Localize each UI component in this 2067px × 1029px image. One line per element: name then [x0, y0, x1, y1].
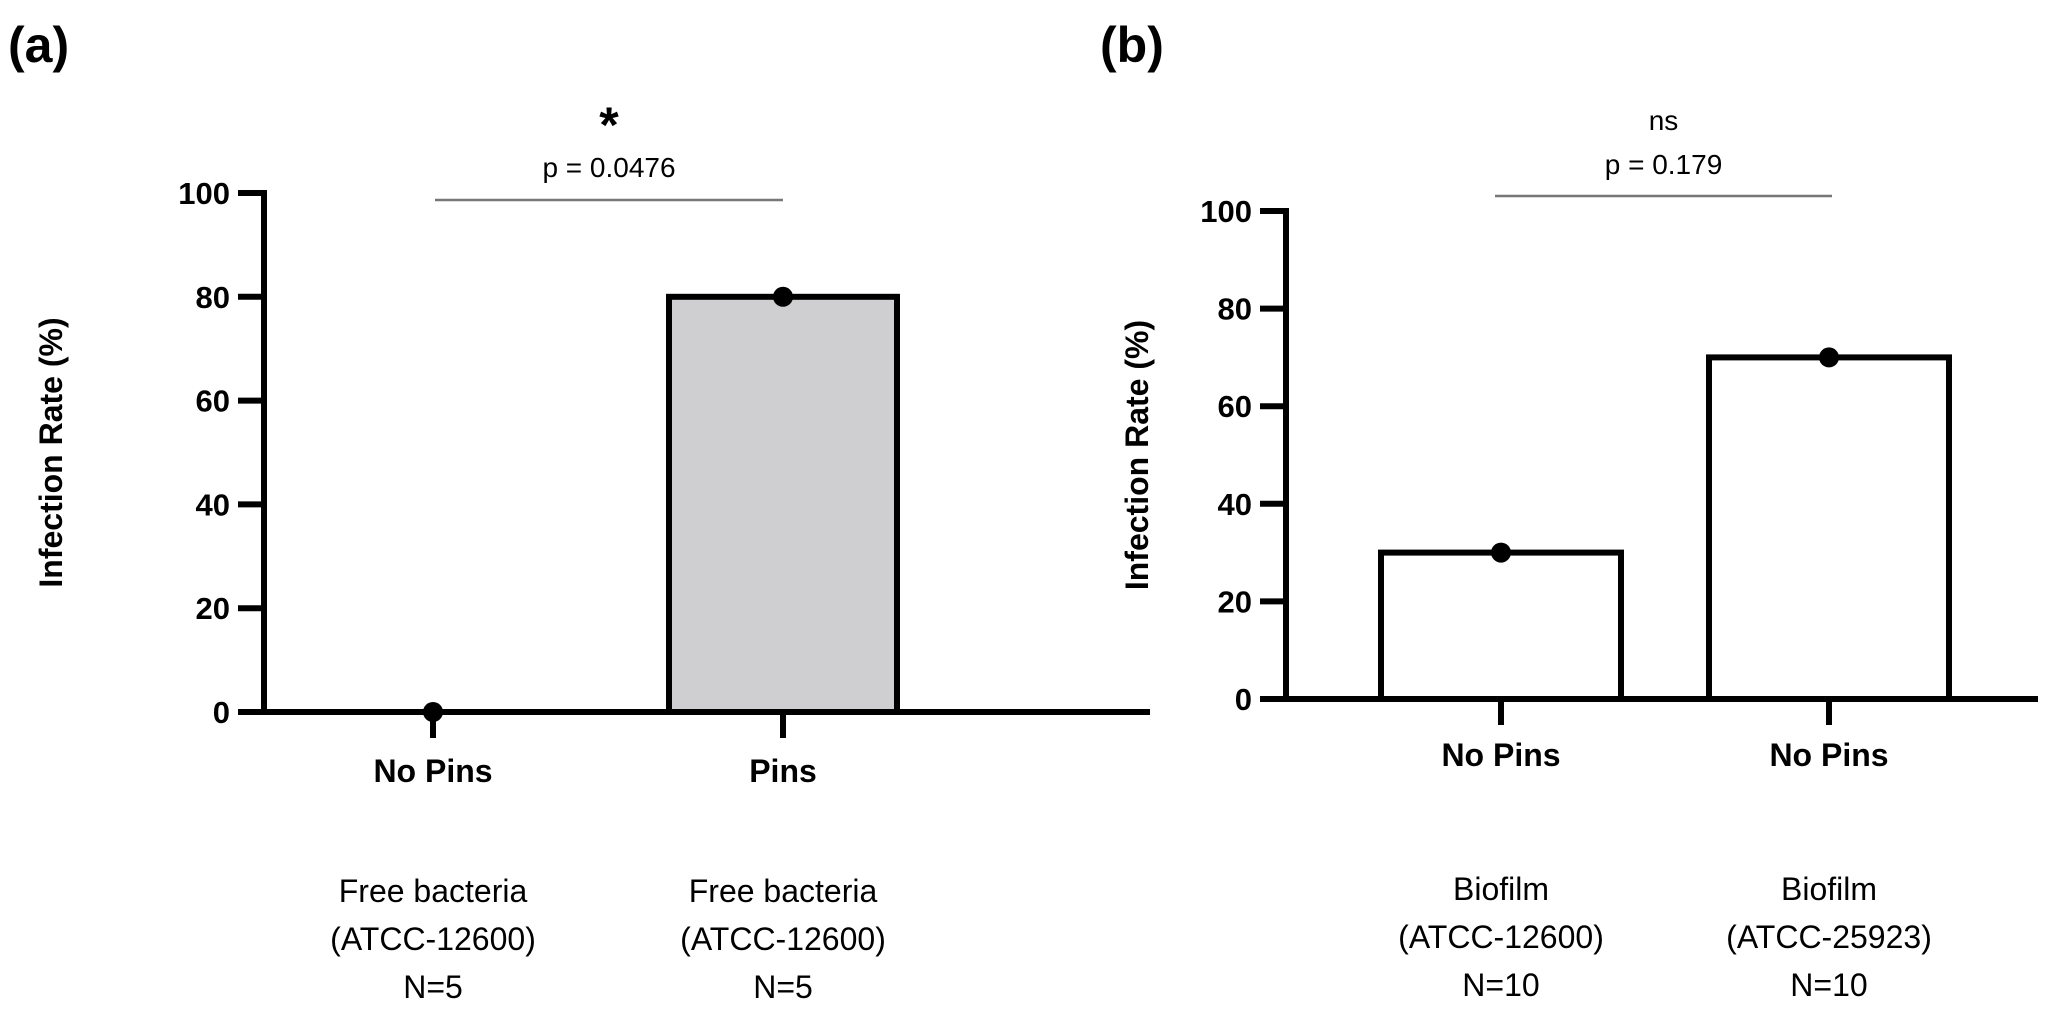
panel-b-data-point	[1491, 542, 1511, 563]
panel-a-y-tick-label: 20	[196, 591, 230, 626]
panel-b-y-tick-label: 80	[1218, 292, 1252, 327]
panel-b-x-tick-label: No Pins	[1769, 737, 1888, 773]
panel-a-bar	[666, 293, 900, 715]
panel-a-significance-marker: *	[599, 97, 619, 153]
panel-a-y-axis-title: Infection Rate (%)	[33, 317, 69, 587]
panel-b-group-label: N=10	[1462, 967, 1539, 1003]
panel-a-y-tick-label: 100	[178, 176, 230, 211]
panel-b-label: (b)	[1100, 17, 1164, 73]
panel-a-y-tick-label: 60	[196, 384, 230, 419]
panel-a-data-point	[423, 702, 443, 722]
panel-a-p-value-label: p = 0.0476	[542, 152, 675, 183]
panel-b-y-axis-title: Infection Rate (%)	[1119, 320, 1155, 590]
panel-a-y-tick-label: 0	[213, 695, 230, 730]
panel-b-group-label: Biofilm	[1781, 871, 1877, 907]
panel-b-y-tick-label: 60	[1218, 389, 1252, 424]
panel-a-x-tick-label: Pins	[749, 753, 817, 789]
panel-b-bar	[1378, 549, 1624, 702]
panel-b-data-point	[1819, 347, 1839, 368]
panel-b-y-tick-label: 40	[1218, 487, 1252, 522]
panel-a-group-label: Free bacteria	[339, 873, 528, 909]
panel-b-x-tick-label: No Pins	[1441, 737, 1560, 773]
panel-b-significance-marker: ns	[1649, 105, 1679, 136]
panel-a-y-tick-label: 80	[196, 280, 230, 315]
panel-a-group-label: (ATCC-12600)	[330, 921, 536, 957]
panel-a-label: (a)	[8, 17, 69, 73]
panel-b-p-value-label: p = 0.179	[1605, 149, 1723, 180]
panel-a-group-label: N=5	[403, 969, 463, 1005]
panel-b-group-label: N=10	[1790, 967, 1867, 1003]
panel-a-x-tick-label: No Pins	[373, 753, 492, 789]
panel-b-y-tick-label: 20	[1218, 584, 1252, 619]
panel-b-y-tick-label: 100	[1200, 194, 1252, 229]
panel-a-group-label: Free bacteria	[689, 873, 878, 909]
panel-a-group-label: N=5	[753, 969, 813, 1005]
panel-b-group-label: Biofilm	[1453, 871, 1549, 907]
panel-a-data-point	[773, 286, 793, 307]
panel-b-group-label: (ATCC-12600)	[1398, 919, 1604, 955]
panel-a-y-tick-label: 40	[196, 487, 230, 522]
panel-b-bar	[1706, 354, 1952, 702]
panel-b-y-tick-label: 0	[1235, 682, 1252, 717]
panel-b-group-label: (ATCC-25923)	[1726, 919, 1932, 955]
panel-a-group-label: (ATCC-12600)	[680, 921, 886, 957]
